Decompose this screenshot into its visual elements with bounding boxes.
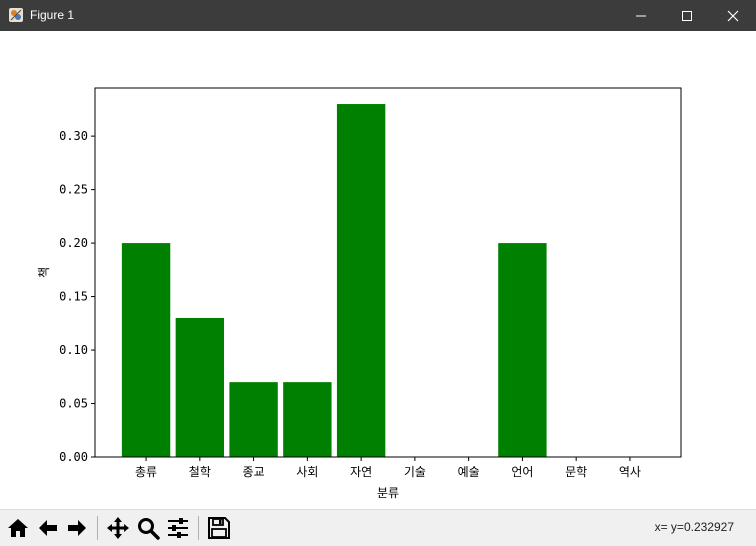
pan-icon: [107, 517, 129, 539]
minimize-icon: [636, 15, 646, 17]
forward-icon: [68, 520, 86, 536]
window-title: Figure 1: [30, 8, 75, 22]
zoom-icon: [138, 518, 160, 540]
y-tick-label: 0.20: [59, 236, 88, 250]
home-icon: [8, 519, 28, 537]
forward-button[interactable]: [64, 515, 90, 541]
x-tick-label: 철학: [189, 465, 211, 479]
back-icon: [39, 520, 57, 536]
bar-7: [498, 243, 547, 457]
toolbar-separator: [198, 516, 199, 540]
navigation-toolbar: x= y=0.232927: [0, 509, 756, 546]
app-icon: [9, 8, 23, 22]
close-icon: [727, 10, 739, 22]
x-tick-label: 예술: [458, 465, 480, 479]
back-button[interactable]: [35, 515, 61, 541]
close-button[interactable]: [710, 0, 756, 31]
coordinate-readout: x= y=0.232927: [654, 520, 734, 534]
save-button[interactable]: [206, 515, 232, 541]
configure-subplots-button[interactable]: [165, 515, 191, 541]
minimize-button[interactable]: [618, 0, 664, 31]
bar-3: [283, 382, 332, 457]
x-tick-label: 사회: [296, 465, 318, 479]
save-icon: [208, 517, 230, 539]
y-axis-title: 책: [36, 267, 51, 278]
x-tick-label: 총류: [135, 465, 157, 479]
y-tick-label: 0.30: [59, 129, 88, 143]
bar-chart: 0.00 0.05 0.10 0.15 0.20 0.25 0.30 총류 철학 종교 사회 자연 기술…: [36, 87, 682, 500]
x-tick-label: 자연: [350, 465, 372, 479]
bar-1: [175, 317, 225, 457]
window-titlebar: Figure 1: [0, 0, 756, 31]
pan-button[interactable]: [105, 515, 131, 541]
toolbar-separator: [97, 516, 98, 540]
y-tick-label: 0.25: [59, 183, 88, 197]
maximize-icon: [682, 11, 692, 21]
bar-2: [229, 382, 278, 457]
plot-frame: [94, 87, 682, 458]
figure-canvas[interactable]: 0.00 0.05 0.10 0.15 0.20 0.25 0.30 총류 철학 종교 사회 자연 기술…: [0, 31, 756, 509]
x-tick-label: 문학: [565, 465, 587, 479]
configure-subplots-icon: [168, 518, 188, 538]
y-tick-label: 0.10: [59, 343, 88, 357]
x-tick-label: 역사: [619, 465, 641, 479]
x-axis-title: 분류: [377, 486, 399, 500]
bar-4: [336, 104, 386, 457]
maximize-button[interactable]: [664, 0, 710, 31]
bar-0: [121, 243, 171, 457]
x-tick-label: 언어: [511, 465, 533, 479]
y-tick-label: 0.15: [59, 290, 88, 304]
home-button[interactable]: [5, 515, 31, 541]
y-tick-label: 0.05: [59, 397, 88, 411]
x-tick-label: 기술: [404, 465, 426, 479]
x-tick-label: 종교: [243, 465, 265, 479]
zoom-button[interactable]: [135, 515, 161, 541]
y-tick-label: 0.00: [59, 450, 88, 464]
